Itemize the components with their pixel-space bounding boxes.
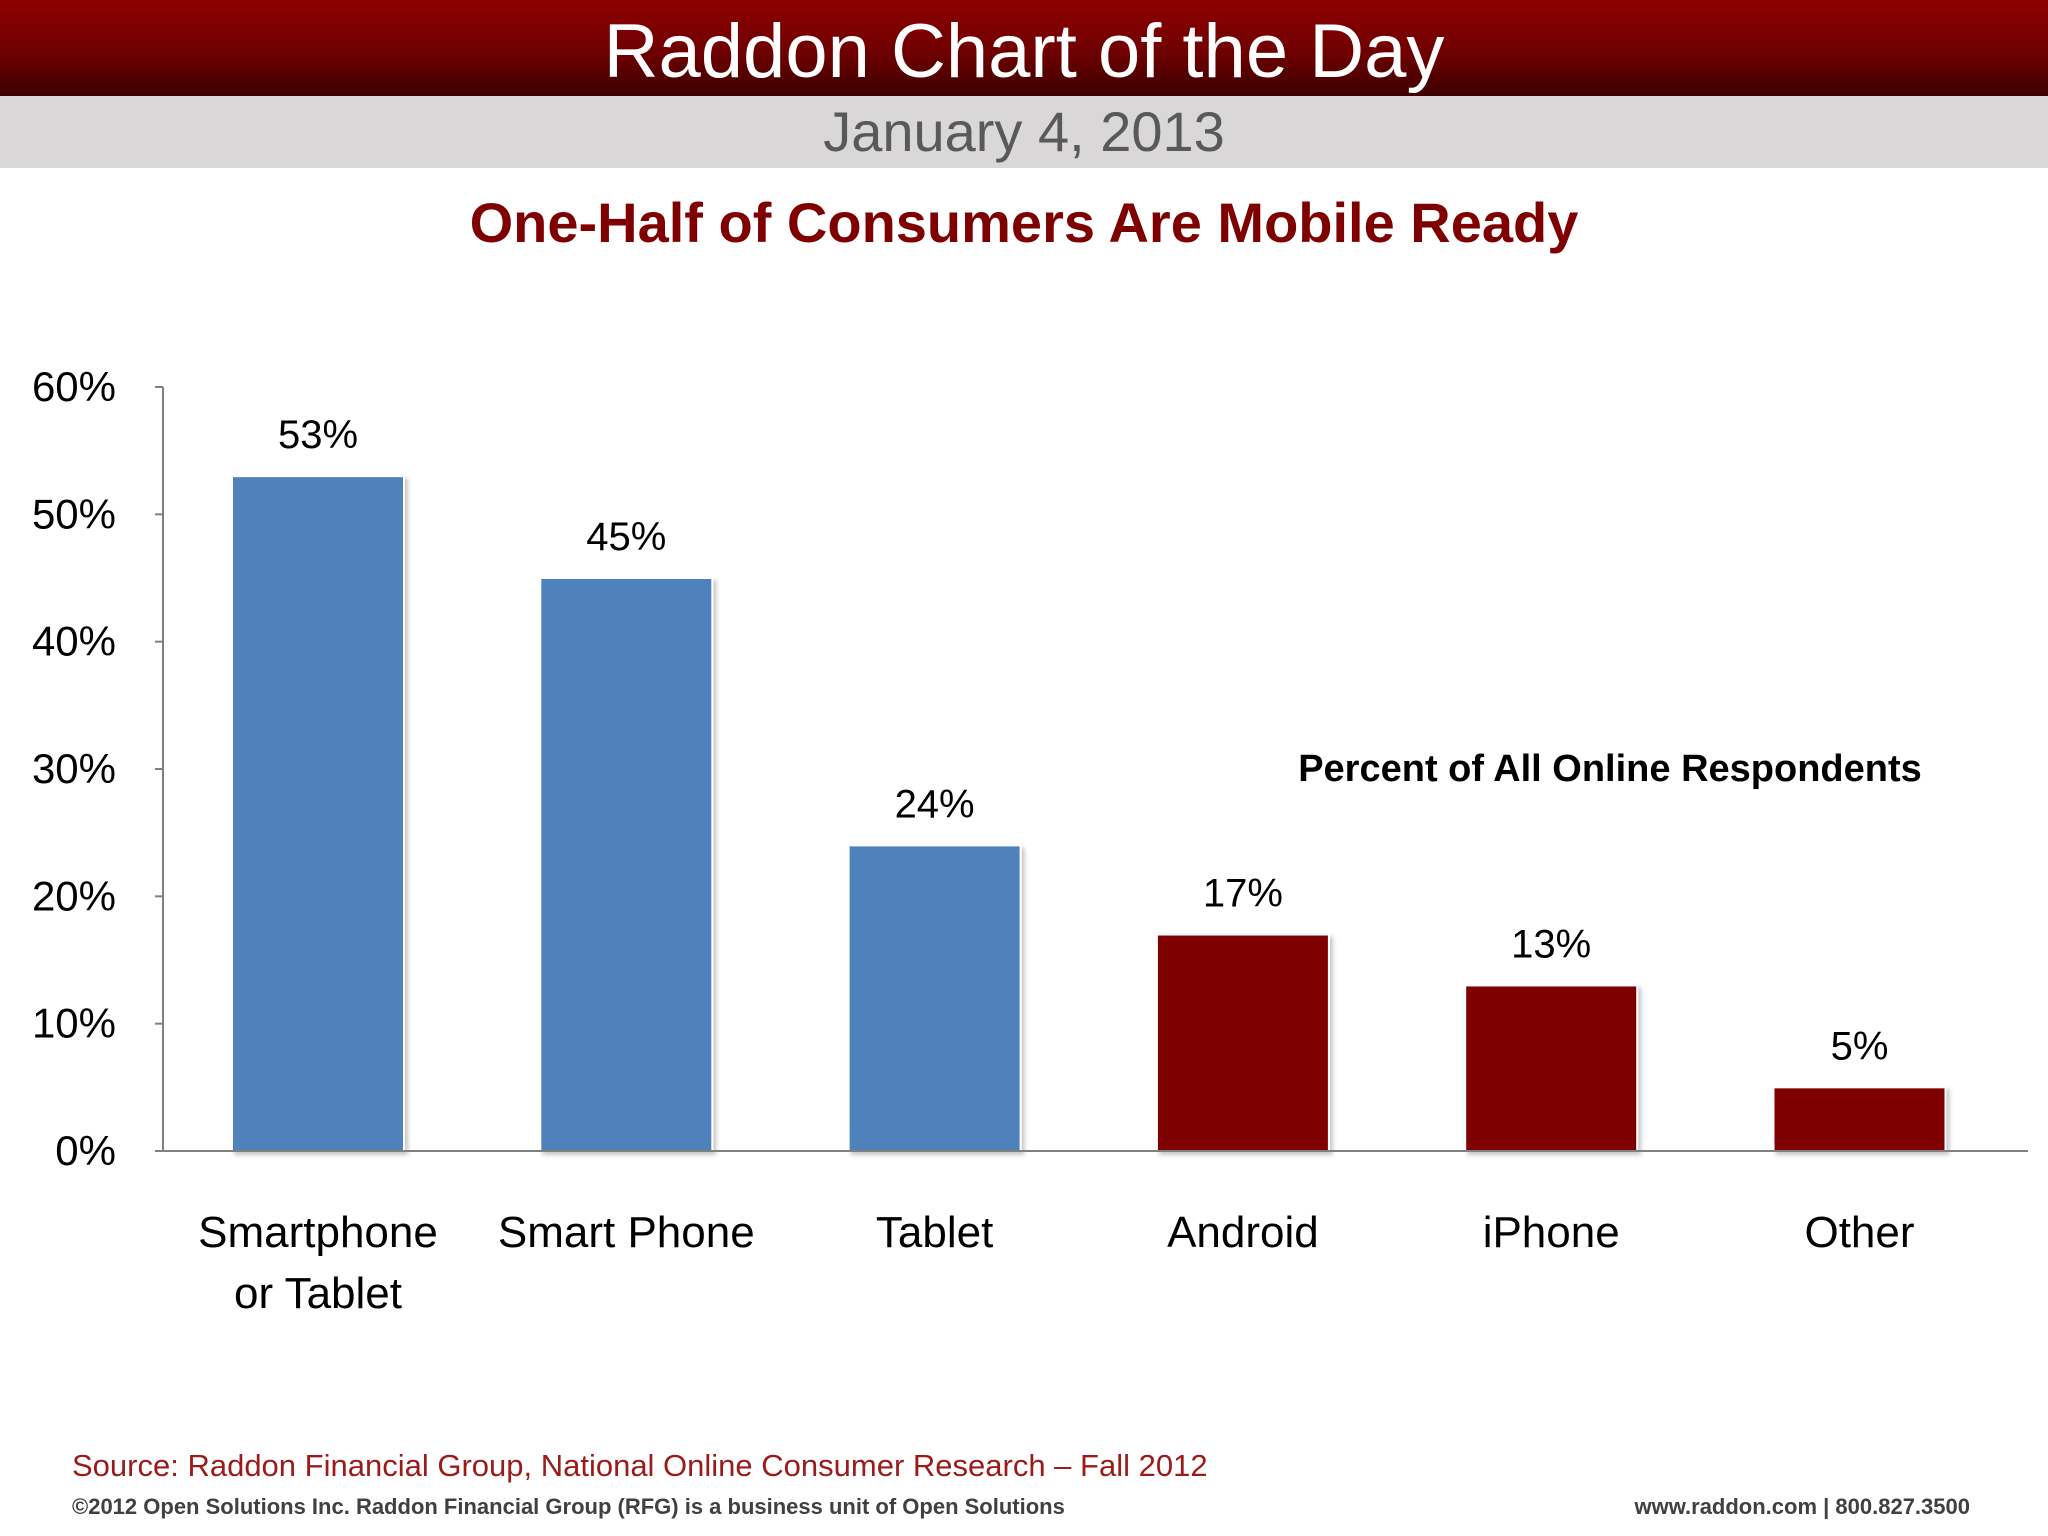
x-tick-label: Smart Phone (498, 1208, 755, 1257)
x-tick-label: Smartphone (198, 1208, 438, 1257)
data-label: 17% (1203, 872, 1283, 916)
bar (539, 577, 714, 1152)
data-label: 5% (1831, 1024, 1889, 1068)
y-tick-label: 10% (32, 1000, 116, 1047)
y-tick-label: 40% (32, 618, 116, 665)
y-tick-label: 0% (55, 1127, 116, 1174)
y-tick-label: 50% (32, 490, 116, 537)
footer-copyright: ©2012 Open Solutions Inc. Raddon Financi… (72, 1494, 1065, 1519)
x-tick-label: or Tablet (234, 1269, 402, 1318)
chart-annotation: Percent of All Online Respondents (1298, 748, 1922, 790)
bar (231, 475, 405, 1152)
data-label: 53% (278, 413, 358, 457)
header-band (0, 0, 2048, 96)
bar (847, 844, 1022, 1153)
bar-chart: 0% 10% 20% 30% 40% 50% 60% 53% 45% 24% 17% 13% 5% S… (32, 363, 2028, 1318)
bar (1772, 1086, 1947, 1153)
footer-contact: www.raddon.com | 800.827.3500 (1634, 1494, 1971, 1519)
x-tick-label: Other (1804, 1208, 1914, 1257)
y-axis: 0% 10% 20% 30% 40% 50% 60% (32, 363, 164, 1174)
x-tick-label: Tablet (876, 1208, 993, 1257)
y-tick-label: 30% (32, 745, 116, 792)
data-label: 13% (1511, 922, 1591, 966)
y-tick-label: 60% (32, 363, 116, 410)
x-tick-label: Android (1167, 1208, 1319, 1257)
y-tick-label: 20% (32, 872, 116, 919)
bars: 53% 45% 24% 17% 13% 5% (231, 413, 1947, 1153)
footer-source: Source: Raddon Financial Group, National… (72, 1448, 1208, 1483)
bar (1464, 984, 1639, 1153)
chart-title: One-Half of Consumers Are Mobile Ready (469, 191, 1579, 254)
data-label: 45% (586, 515, 666, 559)
x-tick-label: iPhone (1483, 1208, 1620, 1257)
date-band (0, 96, 2048, 168)
x-axis: Smartphone or Tablet Smart Phone Tablet Andr… (163, 1150, 2028, 1318)
bar (1155, 933, 1330, 1152)
page-title: Raddon Chart of the Day (603, 9, 1445, 94)
page-date: January 4, 2013 (823, 100, 1225, 163)
data-label: 24% (895, 782, 975, 826)
